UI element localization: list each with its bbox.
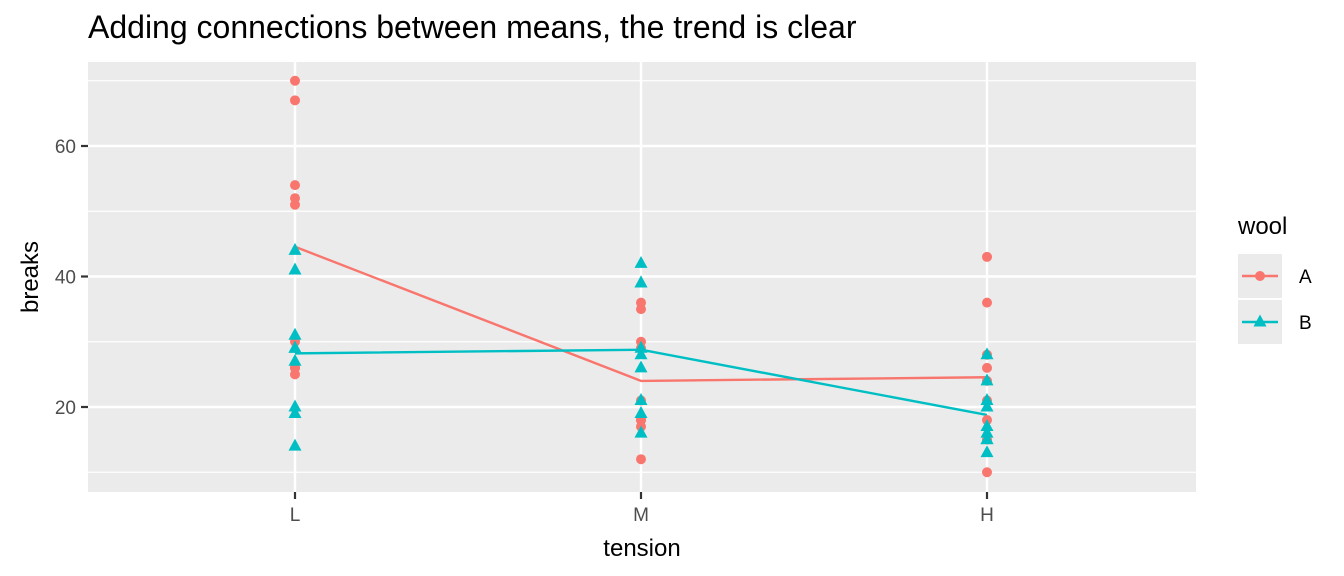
data-points xyxy=(288,75,994,478)
point-B xyxy=(288,327,302,340)
point-A xyxy=(290,199,300,210)
y-tick-label: 40 xyxy=(55,268,76,289)
point-B xyxy=(288,438,302,451)
x-axis-title: tension xyxy=(603,535,680,562)
y-axis-title: breaks xyxy=(17,241,44,313)
legend: wool A B xyxy=(1237,213,1312,344)
legend-label-B: B xyxy=(1299,313,1312,334)
point-A xyxy=(982,362,992,373)
y-axis: 20 40 60 xyxy=(55,137,88,419)
point-B xyxy=(288,242,302,255)
point-B xyxy=(288,399,302,412)
point-B xyxy=(634,406,648,419)
point-B xyxy=(634,393,648,405)
point-B xyxy=(288,262,302,275)
point-B xyxy=(634,360,648,373)
point-A xyxy=(636,297,646,308)
chart-title: Adding connections between means, the tr… xyxy=(88,9,857,45)
point-B xyxy=(634,340,648,353)
point-B xyxy=(980,425,994,438)
point-B xyxy=(980,419,994,432)
point-B xyxy=(980,399,994,412)
point-A xyxy=(636,454,646,465)
point-B xyxy=(634,347,648,360)
point-A xyxy=(290,75,300,86)
x-tick-label: L xyxy=(290,505,301,526)
point-A xyxy=(982,467,992,478)
point-A xyxy=(290,180,300,191)
point-B xyxy=(288,406,302,419)
point-A xyxy=(982,297,992,308)
point-B xyxy=(980,445,994,458)
point-B xyxy=(980,373,994,386)
y-tick-label: 60 xyxy=(55,137,76,158)
legend-title: wool xyxy=(1237,213,1287,240)
mean-line-A xyxy=(294,245,988,383)
legend-label-A: A xyxy=(1299,267,1312,288)
point-A xyxy=(290,95,300,106)
point-B xyxy=(980,432,994,445)
point-A xyxy=(982,251,992,262)
legend-marker-A xyxy=(1255,271,1265,281)
point-B xyxy=(288,340,302,353)
legend-marker-B xyxy=(1253,314,1267,327)
point-B xyxy=(288,353,302,366)
point-B xyxy=(634,275,648,288)
point-B xyxy=(634,255,648,268)
point-B xyxy=(980,347,994,360)
y-tick-label: 20 xyxy=(55,398,76,419)
x-tick-label: M xyxy=(633,505,649,526)
x-tick-label: H xyxy=(980,505,994,526)
point-B xyxy=(634,425,648,438)
point-B xyxy=(980,393,994,405)
